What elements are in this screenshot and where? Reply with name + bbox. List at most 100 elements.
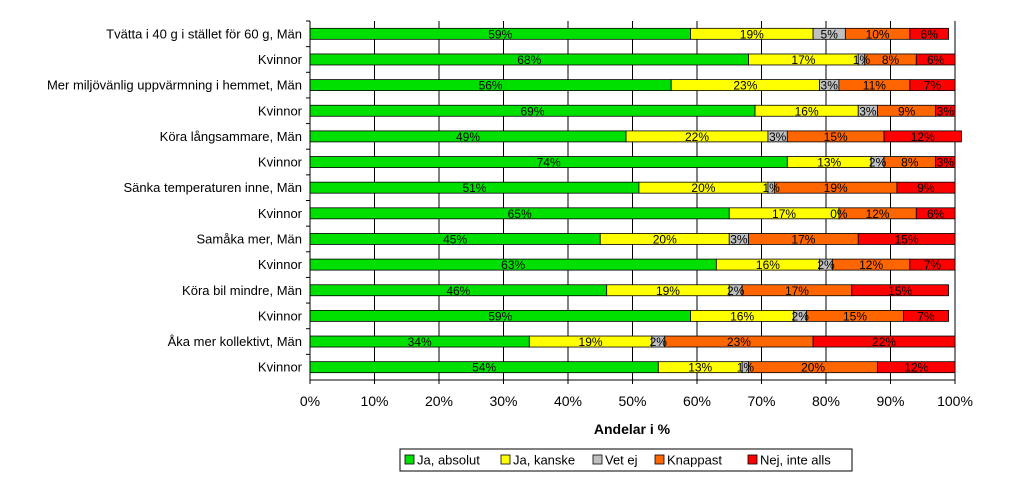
data-label: 12% [911,130,935,144]
category-label: Sänka temperaturen inne, Män [124,180,303,195]
data-label: 74% [537,156,561,170]
x-tick-label: 0% [300,393,320,409]
data-label: 15% [824,130,848,144]
data-label: 2% [650,335,668,349]
bar-segment [915,53,956,66]
legend-swatch [592,454,603,465]
data-label: 15% [895,232,919,246]
category-label: Kvinnor [258,155,303,170]
x-tick-label: 90% [876,393,904,409]
legend-label: Nej, inte alls [760,453,831,468]
bars [309,27,962,374]
data-label: 9% [917,181,935,195]
bar-segment [935,104,956,117]
data-label: 12% [859,258,883,272]
data-label: 49% [456,130,480,144]
data-label: 8% [882,53,900,67]
data-label: 6% [927,207,945,221]
data-label: 8% [901,156,919,170]
data-label: 19% [740,27,764,41]
legend-box [399,448,853,472]
data-label: 7% [924,258,942,272]
data-label: 17% [791,232,815,246]
data-label: 17% [791,53,815,67]
data-label: 3% [769,130,787,144]
legend-swatch [747,454,758,465]
data-label: 19% [656,284,680,298]
data-label: 12% [866,207,890,221]
data-label: 13% [688,361,712,375]
data-label: 13% [817,156,841,170]
data-labels: 59% 19% 5% 10% 6% 68% 17% 1% 8% 6% 56% 23% 3% 11% 7% 69… [408,27,955,374]
data-label: 69% [521,104,545,118]
data-label: 51% [462,181,486,195]
x-tick-label: 80% [812,393,840,409]
bar-segment [909,258,956,271]
data-label: 2% [727,284,745,298]
data-label: 23% [727,335,751,349]
category-label: Kvinnor [258,360,303,375]
bar-segment [896,181,956,194]
legend-label: Ja, kanske [513,453,575,468]
x-tick-label: 100% [937,393,973,409]
x-tick-label: 30% [489,393,517,409]
axes: 0% 10% 20% 30% 40% 50% 60% 70% 80% 90% 100% Tvätta … [47,20,973,409]
data-label: 56% [479,79,503,93]
data-label: 0% [830,207,848,221]
bar-segment [909,27,949,40]
data-label: 34% [408,335,432,349]
data-label: 16% [795,104,819,118]
category-label: Kvinnor [258,52,303,67]
data-label: 11% [863,79,886,93]
data-label: 6% [927,53,945,67]
data-label: 59% [488,309,512,323]
legend-label: Ja, absolut [417,453,480,468]
data-label: 9% [898,104,916,118]
data-label: 1% [763,181,781,195]
data-label: 15% [843,309,867,323]
data-label: 15% [888,284,912,298]
data-label: 65% [508,207,532,221]
data-label: 17% [785,284,809,298]
data-label: 3% [937,156,955,170]
data-label: 46% [446,284,470,298]
data-label: 6% [921,27,939,41]
legend-label: Knappast [667,453,722,468]
category-label: Åka mer kollektivt, Män [168,334,302,349]
bar-segment [877,361,956,374]
data-label: 1% [853,53,871,67]
data-label: 63% [501,258,525,272]
x-tick-label: 40% [554,393,582,409]
category-label: Mer miljövänlig uppvärmning i hemmet, Mä… [47,78,302,93]
gridlines [374,21,956,380]
bar-segment [915,207,956,220]
bar-segment [883,130,962,143]
x-tick-label: 10% [360,393,388,409]
data-label: 2% [817,258,835,272]
data-label: 23% [733,79,757,93]
data-label: 20% [691,181,715,195]
data-label: 59% [488,27,512,41]
data-label: 16% [756,258,780,272]
data-label: 20% [801,361,825,375]
bar-segment [935,156,956,168]
data-label: 3% [937,104,955,118]
x-axis-title: Andelar i % [594,421,671,437]
data-label: 3% [859,104,877,118]
category-label: Köra långsammare, Män [160,129,302,144]
bar-segment [851,284,949,297]
data-label: 45% [443,232,467,246]
x-tick-label: 50% [618,393,646,409]
category-label: Tvätta i 40 g i stället för 60 g, Män [106,26,302,41]
x-tick-label: 20% [425,393,453,409]
data-label: 19% [579,335,603,349]
legend-swatch [500,454,511,465]
data-label: 54% [472,361,496,375]
bar-segment [903,309,949,322]
data-label: 2% [869,156,887,170]
category-label: Kvinnor [258,308,303,323]
bar-segment [812,335,956,348]
data-label: 3% [821,79,839,93]
category-label: Kvinnor [258,206,303,221]
